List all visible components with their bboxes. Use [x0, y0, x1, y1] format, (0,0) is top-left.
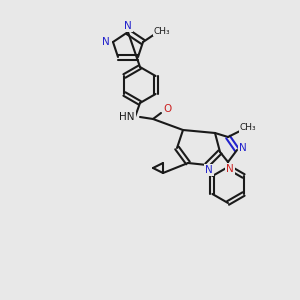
Text: CH₃: CH₃ — [240, 124, 256, 133]
Text: N: N — [239, 143, 247, 153]
Text: CH₃: CH₃ — [154, 26, 170, 35]
Text: O: O — [163, 104, 171, 114]
Text: HN: HN — [119, 112, 135, 122]
Text: N: N — [226, 164, 234, 174]
Text: N: N — [124, 21, 132, 31]
Text: N: N — [205, 165, 213, 175]
Text: N: N — [102, 37, 110, 47]
